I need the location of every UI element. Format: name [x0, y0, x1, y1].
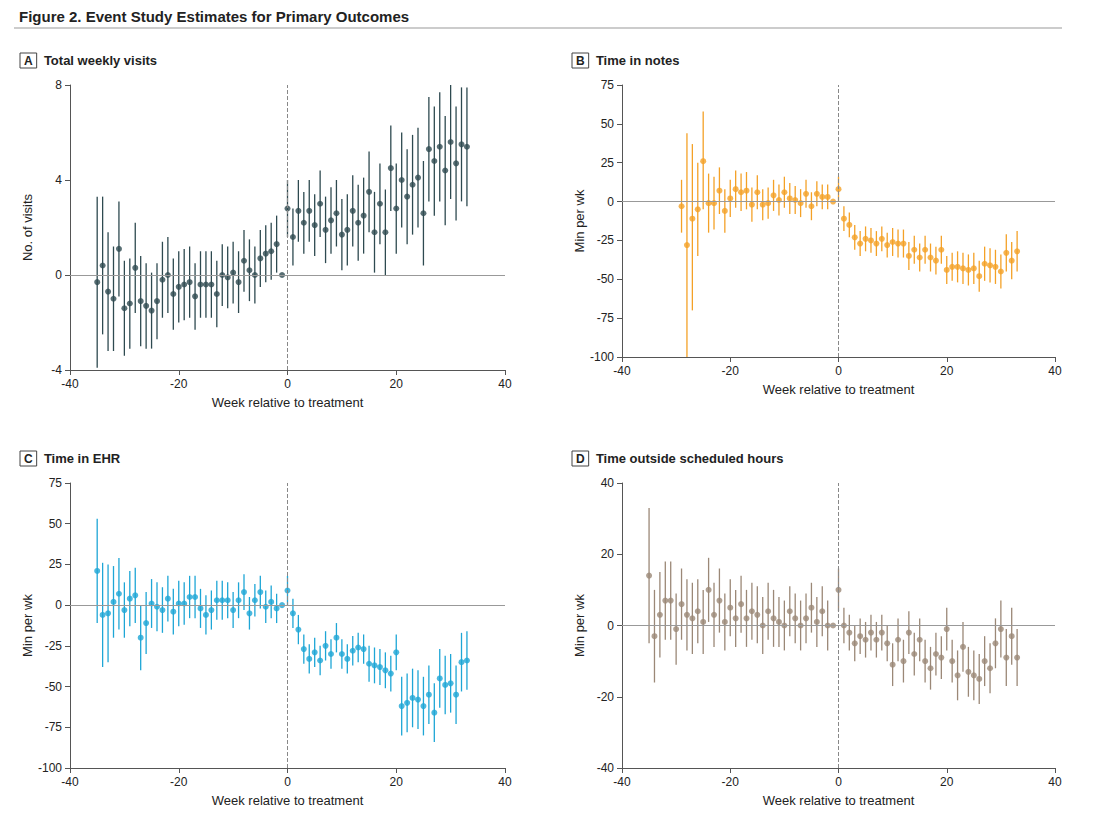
svg-text:0: 0	[55, 598, 62, 612]
svg-text:0: 0	[284, 775, 291, 789]
svg-text:20: 20	[390, 377, 404, 391]
svg-text:Time in notes: Time in notes	[589, 53, 680, 68]
svg-text:-50: -50	[45, 680, 63, 694]
svg-text:-25: -25	[45, 639, 63, 653]
svg-text:25: 25	[49, 557, 63, 571]
svg-text:0: 0	[55, 268, 62, 282]
svg-text:-50: -50	[597, 272, 615, 286]
svg-text:-20: -20	[722, 364, 740, 378]
svg-text:-40: -40	[61, 377, 79, 391]
svg-text:-40: -40	[597, 761, 615, 775]
svg-text:75: 75	[49, 476, 63, 490]
svg-text:40: 40	[1048, 364, 1062, 378]
svg-text:50: 50	[601, 117, 615, 131]
svg-text:Week relative to treatment: Week relative to treatment	[763, 793, 915, 808]
svg-text:C: C	[24, 452, 33, 466]
svg-text:Min per wk: Min per wk	[572, 594, 587, 657]
svg-text:4: 4	[55, 173, 62, 187]
svg-text:Week relative to treatment: Week relative to treatment	[212, 793, 364, 808]
svg-text:20: 20	[601, 547, 615, 561]
svg-text:50: 50	[49, 517, 63, 531]
svg-text:-20: -20	[170, 775, 188, 789]
svg-text:0: 0	[835, 364, 842, 378]
svg-text:A: A	[24, 54, 33, 68]
svg-text:B: B	[576, 54, 585, 68]
svg-text:40: 40	[1048, 775, 1062, 789]
svg-text:-4: -4	[51, 363, 62, 377]
svg-text:0: 0	[607, 619, 614, 633]
svg-text:40: 40	[601, 476, 615, 490]
svg-text:-75: -75	[45, 720, 63, 734]
svg-text:-100: -100	[590, 350, 614, 364]
svg-text:20: 20	[390, 775, 404, 789]
svg-text:-20: -20	[722, 775, 740, 789]
svg-text:20: 20	[940, 364, 954, 378]
svg-text:75: 75	[601, 78, 615, 92]
svg-text:0: 0	[835, 775, 842, 789]
svg-text:-40: -40	[61, 775, 79, 789]
svg-text:-100: -100	[38, 761, 62, 775]
svg-text:Min per wk: Min per wk	[20, 594, 35, 657]
svg-text:No. of visits: No. of visits	[20, 193, 35, 261]
svg-text:0: 0	[607, 195, 614, 209]
svg-text:Week relative to treatment: Week relative to treatment	[212, 395, 364, 410]
svg-text:8: 8	[55, 78, 62, 92]
svg-text:-75: -75	[597, 311, 615, 325]
svg-text:Time outside scheduled hours: Time outside scheduled hours	[589, 451, 784, 466]
svg-text:D: D	[576, 452, 585, 466]
svg-text:40: 40	[498, 377, 512, 391]
svg-text:Week relative to treatment: Week relative to treatment	[763, 382, 915, 397]
svg-text:Min per wk: Min per wk	[572, 189, 587, 252]
svg-text:25: 25	[601, 156, 615, 170]
svg-text:Figure 2. Event Study Estimate: Figure 2. Event Study Estimates for Prim…	[19, 8, 409, 25]
svg-text:0: 0	[284, 377, 291, 391]
svg-text:-20: -20	[170, 377, 188, 391]
svg-text:-25: -25	[597, 233, 615, 247]
svg-text:40: 40	[498, 775, 512, 789]
svg-text:-40: -40	[613, 775, 631, 789]
svg-text:Total weekly visits: Total weekly visits	[37, 53, 157, 68]
svg-text:-20: -20	[597, 690, 615, 704]
svg-text:20: 20	[940, 775, 954, 789]
svg-text:Time in EHR: Time in EHR	[37, 451, 121, 466]
svg-text:-40: -40	[613, 364, 631, 378]
